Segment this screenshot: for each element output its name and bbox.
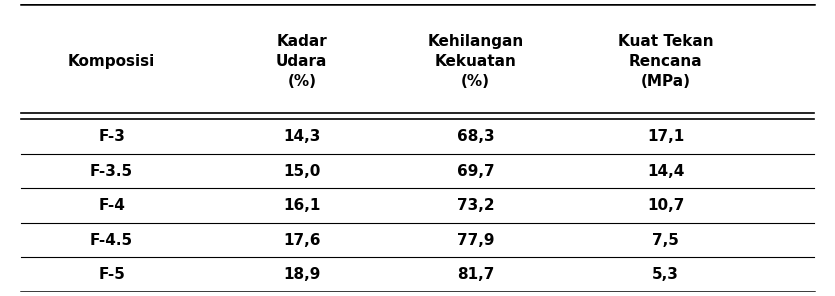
Text: 69,7: 69,7 <box>457 163 494 178</box>
Text: Komposisi: Komposisi <box>68 54 155 69</box>
Text: 18,9: 18,9 <box>283 267 321 282</box>
Text: 68,3: 68,3 <box>457 129 494 144</box>
Text: F-3.5: F-3.5 <box>90 163 134 178</box>
Text: 81,7: 81,7 <box>457 267 494 282</box>
Text: 16,1: 16,1 <box>283 198 321 213</box>
Text: 17,1: 17,1 <box>647 129 684 144</box>
Text: F-3: F-3 <box>99 129 125 144</box>
Text: 15,0: 15,0 <box>283 163 321 178</box>
Text: F-5: F-5 <box>99 267 125 282</box>
Text: 7,5: 7,5 <box>652 233 679 247</box>
Text: Kehilangan
Kekuatan
(%): Kehilangan Kekuatan (%) <box>428 34 524 89</box>
Text: 17,6: 17,6 <box>283 233 321 247</box>
Text: 77,9: 77,9 <box>457 233 494 247</box>
Text: F-4: F-4 <box>99 198 125 213</box>
Text: F-4.5: F-4.5 <box>90 233 134 247</box>
Text: Kadar
Udara
(%): Kadar Udara (%) <box>276 34 327 89</box>
Text: 10,7: 10,7 <box>647 198 684 213</box>
Text: 14,4: 14,4 <box>647 163 684 178</box>
Text: 73,2: 73,2 <box>457 198 494 213</box>
Text: Kuat Tekan
Rencana
(MPa): Kuat Tekan Rencana (MPa) <box>618 34 713 89</box>
Text: 5,3: 5,3 <box>652 267 679 282</box>
Text: 14,3: 14,3 <box>283 129 321 144</box>
